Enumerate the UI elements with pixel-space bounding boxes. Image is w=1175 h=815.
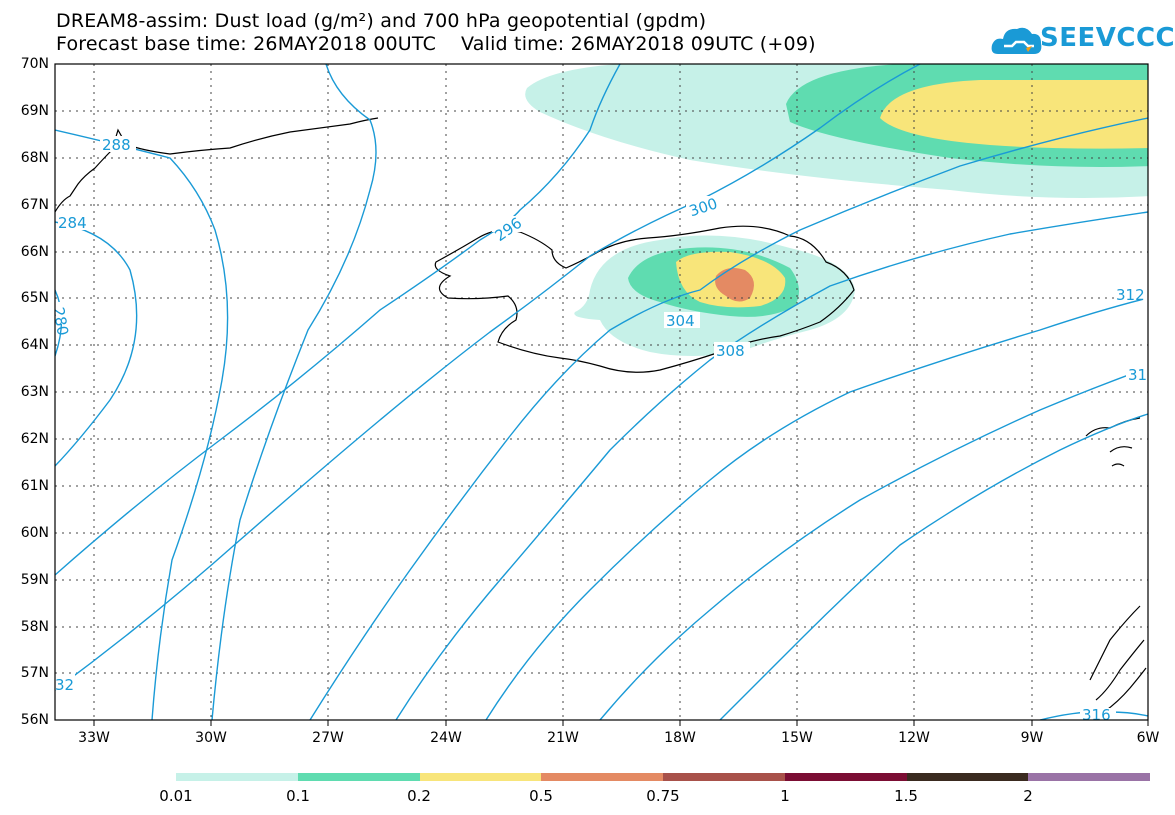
lat-label-58n: 58N bbox=[20, 619, 49, 635]
map-subtitle: Forecast base time: 26MAY2018 00UTC Vali… bbox=[56, 33, 816, 55]
contour-label-280: 280 bbox=[49, 306, 72, 337]
lat-label-61n: 61N bbox=[20, 478, 49, 494]
lon-label-15w: 15W bbox=[781, 730, 813, 746]
contour-label-32: 32 bbox=[55, 676, 74, 694]
contour-300 bbox=[55, 64, 921, 691]
colorbar-label: 0.5 bbox=[529, 787, 553, 805]
lat-label-69n: 69N bbox=[20, 103, 49, 119]
lon-label-33w: 33W bbox=[78, 730, 110, 746]
colorbar-label: 2 bbox=[1023, 787, 1033, 805]
lon-label-6w: 6W bbox=[1136, 730, 1160, 746]
contour-label-308: 308 bbox=[716, 342, 745, 360]
cloud-icon bbox=[991, 27, 1042, 54]
colorbar-swatch bbox=[1028, 773, 1150, 781]
iceland-coast bbox=[434, 225, 855, 373]
dust-region-iceland-peak bbox=[715, 268, 754, 302]
contour-312 bbox=[485, 297, 1148, 720]
colorbar-label: 1.5 bbox=[894, 787, 918, 805]
contour-292 bbox=[211, 64, 377, 720]
contour-label-288: 288 bbox=[102, 136, 131, 154]
lat-label-64n: 64N bbox=[20, 337, 49, 353]
lat-label-65n: 65N bbox=[20, 290, 49, 306]
dust-region-north-high bbox=[880, 80, 1148, 149]
lon-label-9w: 9W bbox=[1020, 730, 1044, 746]
lon-label-27w: 27W bbox=[312, 730, 344, 746]
lat-label-63n: 63N bbox=[20, 384, 49, 400]
colorbar-swatch bbox=[176, 773, 298, 781]
lon-label-12w: 12W bbox=[898, 730, 930, 746]
contour-296 bbox=[55, 64, 621, 576]
colorbar-swatch bbox=[906, 773, 1029, 781]
lat-label-57n: 57N bbox=[20, 665, 49, 681]
norway-coast bbox=[1089, 605, 1147, 713]
contour-label-284: 284 bbox=[58, 214, 87, 232]
contour-316a bbox=[599, 367, 1148, 720]
contour-288 bbox=[55, 129, 229, 720]
lat-label-60n: 60N bbox=[20, 525, 49, 541]
contour-label-316: 316 bbox=[1082, 706, 1111, 724]
colorbar-swatch bbox=[784, 773, 907, 781]
lon-label-30w: 30W bbox=[195, 730, 227, 746]
lat-label-67n: 67N bbox=[20, 197, 49, 213]
contour-308 bbox=[395, 211, 1148, 720]
lon-label-24w: 24W bbox=[430, 730, 462, 746]
contour-304 bbox=[309, 117, 1148, 720]
contour-316b bbox=[719, 413, 1148, 720]
colorbar bbox=[176, 773, 1150, 781]
lon-label-18w: 18W bbox=[664, 730, 696, 746]
colorbar-label: 0.2 bbox=[407, 787, 431, 805]
colorbar-label: 0.75 bbox=[646, 787, 680, 805]
map-frame bbox=[54, 63, 1149, 721]
lat-label-56n: 56N bbox=[20, 712, 49, 728]
colorbar-swatch bbox=[297, 773, 420, 781]
colorbar-swatch bbox=[541, 773, 663, 781]
colorbar-label: 0.01 bbox=[159, 787, 193, 805]
colorbar-label: 1 bbox=[780, 787, 790, 805]
contour-label-31: 31 bbox=[1128, 366, 1147, 384]
lon-label-21w: 21W bbox=[547, 730, 579, 746]
lat-label-66n: 66N bbox=[20, 244, 49, 260]
contour-label-312: 312 bbox=[1116, 286, 1145, 304]
colorbar-swatch bbox=[663, 773, 785, 781]
greenland-coast bbox=[55, 117, 379, 213]
logo-text: SEEVCCC bbox=[1040, 23, 1175, 53]
lat-label-70n: 70N bbox=[20, 56, 49, 72]
faroe-coast bbox=[1085, 417, 1141, 467]
colorbar-swatch bbox=[419, 773, 542, 781]
contour-label-304: 304 bbox=[666, 312, 695, 330]
contour-284 bbox=[55, 221, 138, 467]
lat-label-62n: 62N bbox=[20, 431, 49, 447]
map-title: DREAM8-assim: Dust load (g/m²) and 700 h… bbox=[56, 10, 707, 32]
lat-label-59n: 59N bbox=[20, 572, 49, 588]
lat-label-68n: 68N bbox=[20, 150, 49, 166]
colorbar-label: 0.1 bbox=[286, 787, 310, 805]
